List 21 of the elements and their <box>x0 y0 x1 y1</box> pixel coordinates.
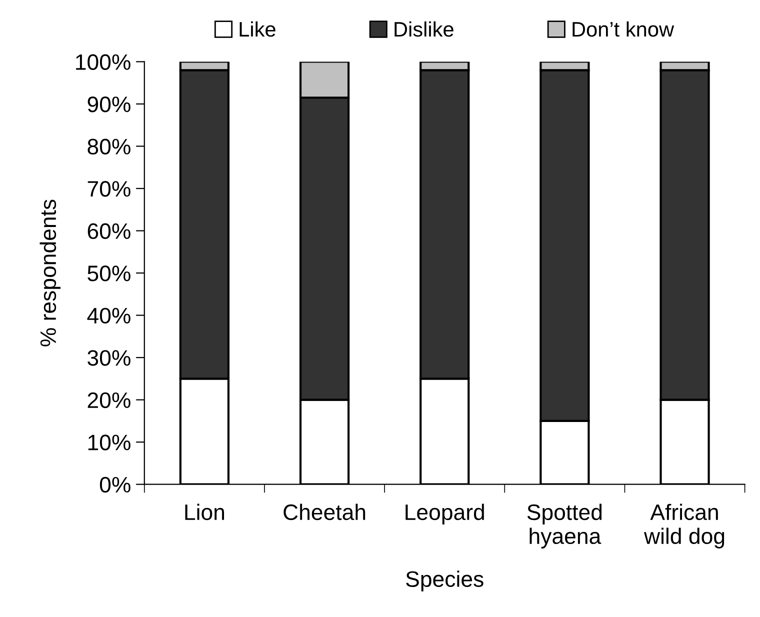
x-tick-label: African wild dog <box>644 504 724 548</box>
legend-label: Don’t know <box>572 21 674 37</box>
x-tick-label: Leopard <box>406 504 484 525</box>
y-tick-label: 60% <box>88 223 130 240</box>
x-tick-label: Lion <box>185 504 224 520</box>
x-axis-title: Species <box>406 570 484 592</box>
y-axis-title: % respondents <box>40 200 60 346</box>
y-tick-label: 100% <box>76 54 130 70</box>
y-tick-label: 40% <box>87 308 130 324</box>
y-tick-label: 10% <box>88 434 130 450</box>
y-tick-label: 80% <box>88 138 130 154</box>
x-tick-label: Spotted hyaena <box>527 504 602 548</box>
y-tick-label: 20% <box>88 392 130 408</box>
y-tick-label: 70% <box>88 181 130 197</box>
y-tick-label: 90% <box>88 96 130 112</box>
legend-label: Dislike <box>394 21 454 37</box>
y-tick-label: 30% <box>88 350 130 366</box>
x-tick-label: Cheetah <box>284 504 366 520</box>
legend-label: Like <box>240 21 276 37</box>
y-tick-label: 50% <box>88 266 130 282</box>
y-tick-label: 0% <box>100 476 130 493</box>
